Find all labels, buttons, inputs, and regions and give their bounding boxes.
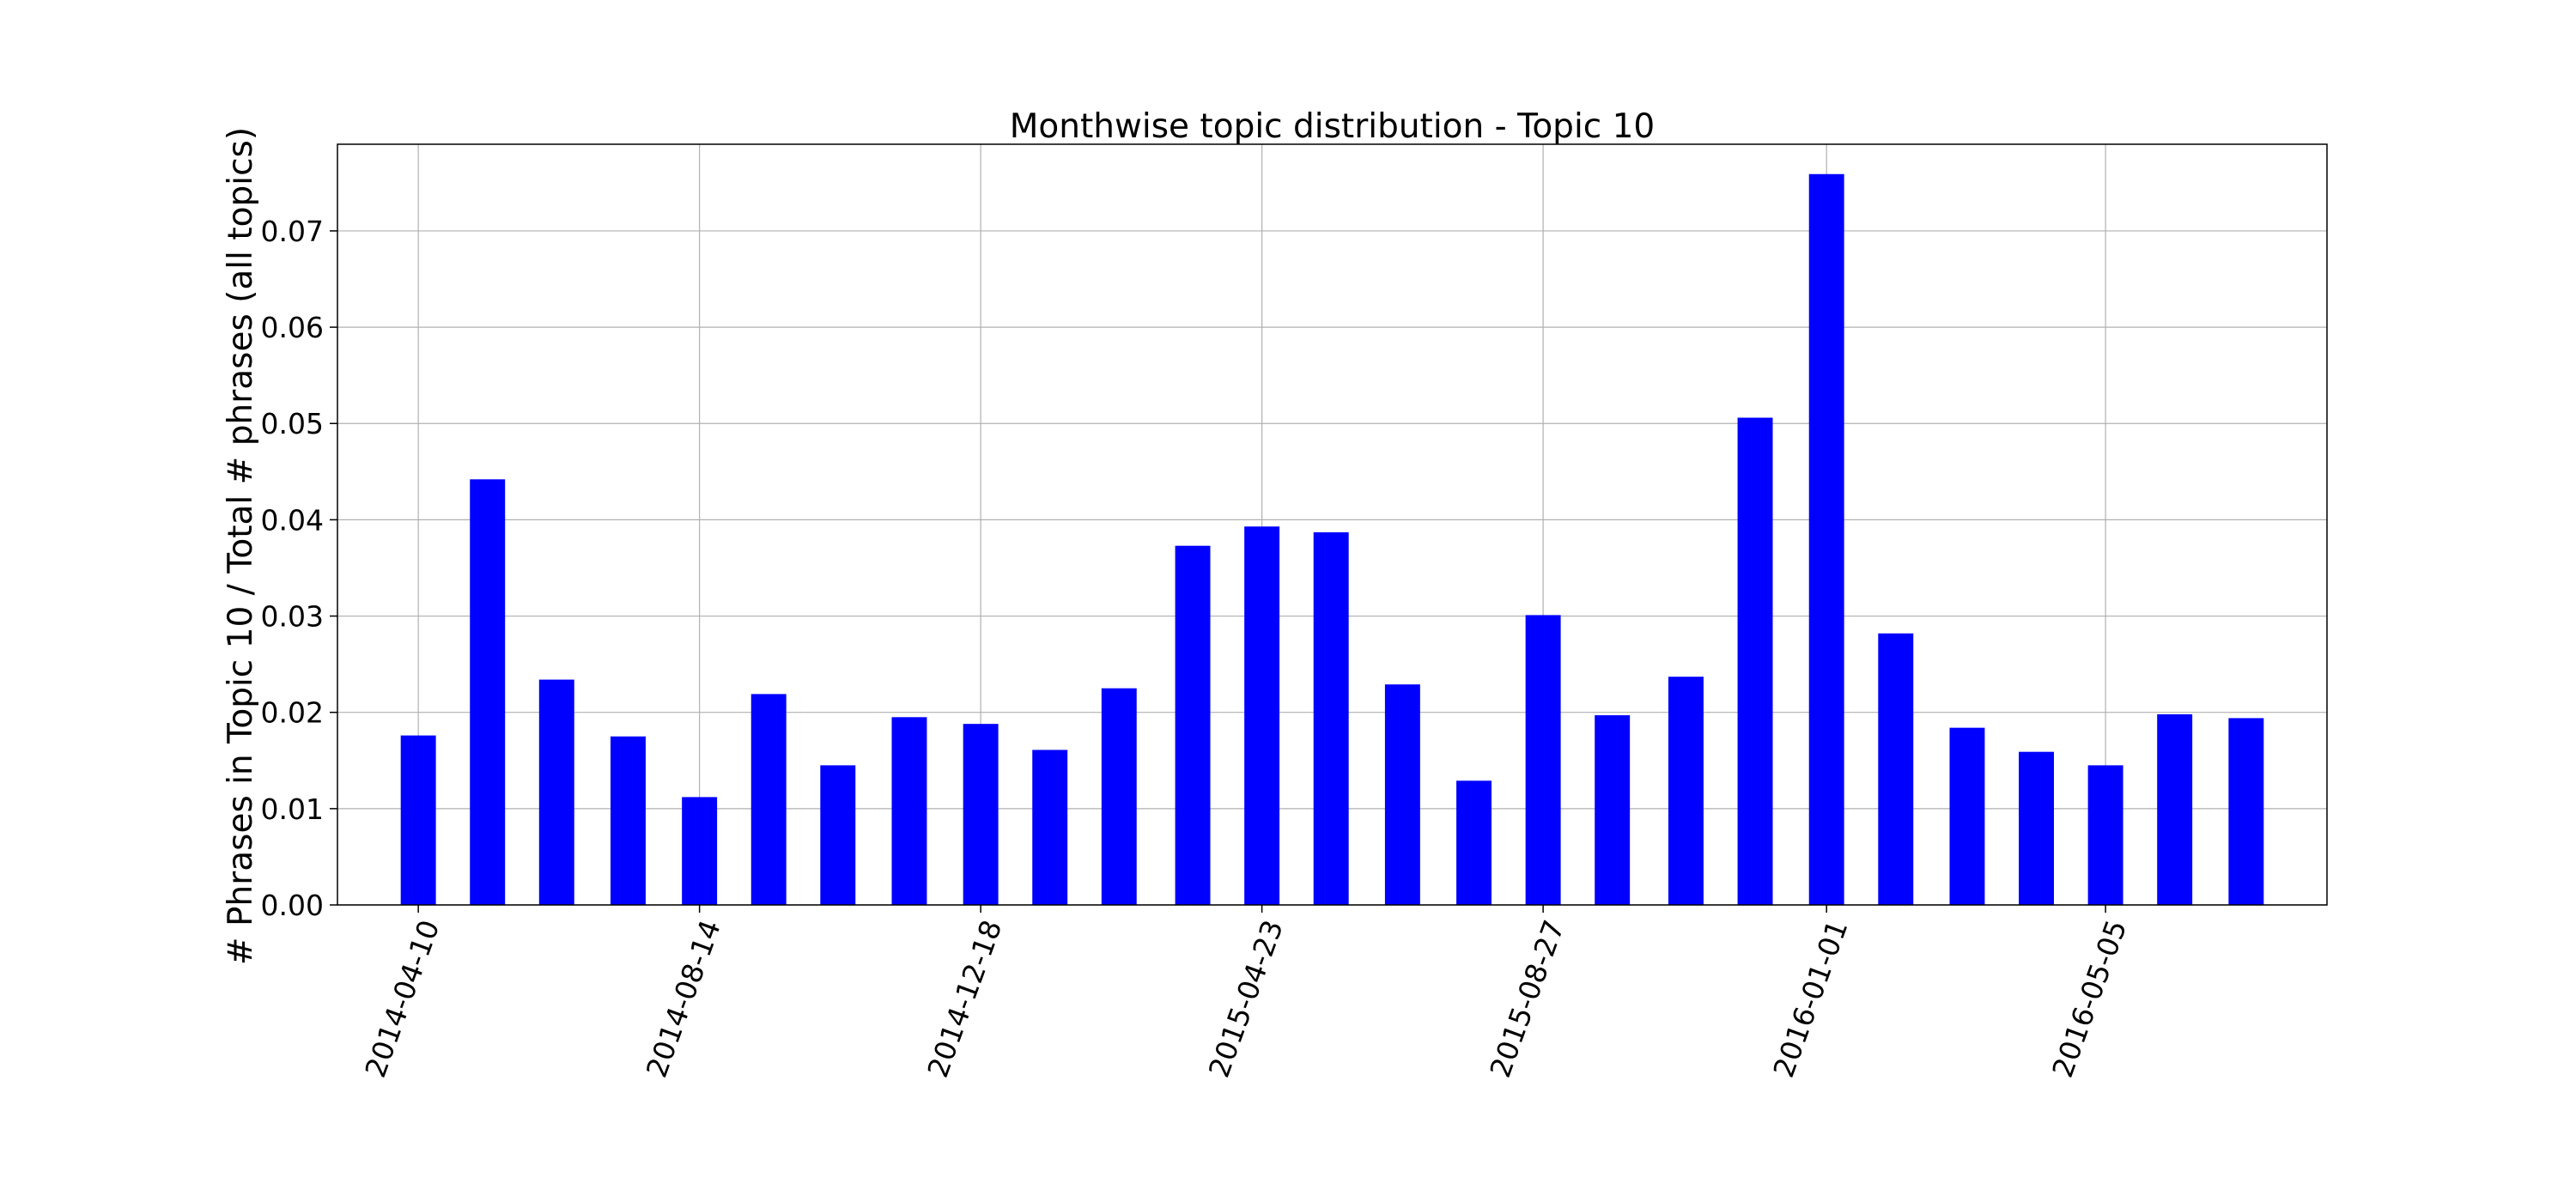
bar xyxy=(1878,633,1914,905)
bar xyxy=(2019,751,2054,905)
y-axis-label: # Phrases in Topic 10 / Total # phrases … xyxy=(222,127,260,965)
bar xyxy=(1668,677,1704,905)
bar xyxy=(400,735,436,905)
plot-frame xyxy=(337,143,2328,906)
bar xyxy=(538,679,574,905)
bar xyxy=(1949,727,1985,905)
y-tick-label: 0.03 xyxy=(261,600,324,634)
bar xyxy=(891,717,927,905)
y-axis: 0.00 0.01 0.02 0.03 0.04 0.05 0.06 0.07 xyxy=(261,215,337,922)
bars xyxy=(400,173,2264,906)
bar xyxy=(470,479,506,905)
bar xyxy=(750,694,787,905)
bar xyxy=(682,797,718,905)
bar xyxy=(1737,417,1773,906)
bar xyxy=(1244,526,1280,905)
bar xyxy=(1101,688,1137,905)
bar xyxy=(611,736,646,905)
y-tick-label: 0.00 xyxy=(261,889,324,922)
y-tick-label: 0.06 xyxy=(261,311,324,344)
y-tick-label: 0.04 xyxy=(261,503,324,537)
bar xyxy=(1456,780,1492,905)
bar xyxy=(2228,718,2264,905)
bar xyxy=(1525,615,1561,905)
bar xyxy=(1384,684,1420,905)
bar xyxy=(1595,715,1631,905)
bar xyxy=(1808,173,1844,905)
y-tick-label: 0.07 xyxy=(261,215,324,248)
chart-title: Monthwise topic distribution - Topic 10 xyxy=(1010,107,1656,146)
bar xyxy=(1175,545,1211,905)
bar xyxy=(963,724,999,905)
bar xyxy=(1032,750,1068,905)
y-tick-label: 0.05 xyxy=(261,407,324,440)
bar xyxy=(2087,765,2123,905)
bar xyxy=(2157,713,2193,905)
bar xyxy=(1313,531,1349,905)
y-tick-label: 0.01 xyxy=(261,792,324,826)
y-tick-label: 0.02 xyxy=(261,696,324,730)
bar xyxy=(820,765,856,905)
